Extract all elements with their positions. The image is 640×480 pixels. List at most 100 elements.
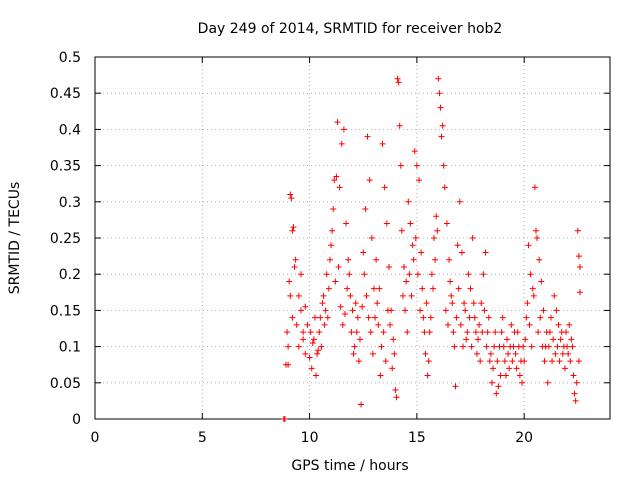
data-point: [488, 379, 495, 386]
data-point: [302, 303, 309, 310]
data-point: [341, 311, 348, 318]
data-point: [332, 278, 339, 285]
data-point: [576, 289, 583, 296]
data-point: [380, 329, 387, 336]
scatter-points: [280, 75, 583, 422]
data-point: [468, 343, 475, 350]
data-point: [300, 329, 307, 336]
data-point: [318, 343, 325, 350]
data-point: [544, 379, 551, 386]
data-point: [418, 249, 425, 256]
data-point: [523, 314, 530, 321]
data-point: [340, 126, 347, 133]
data-point: [440, 162, 447, 169]
data-point: [511, 329, 518, 336]
data-point: [322, 307, 329, 314]
data-point: [487, 350, 494, 357]
data-point: [376, 285, 383, 292]
data-point: [461, 300, 468, 307]
data-point: [355, 358, 362, 365]
data-point: [537, 314, 544, 321]
y-axis-ticks: 0 0.05 0.1 0.15 0.2 0.25 0.3 0.35 0.4 0.45 0.5: [50, 50, 610, 428]
data-point: [560, 343, 567, 350]
data-point: [412, 235, 419, 241]
data-point: [414, 271, 421, 278]
data-point: [539, 343, 546, 350]
data-point: [390, 336, 397, 343]
data-point: [404, 329, 411, 336]
data-point: [367, 329, 374, 336]
data-point: [335, 263, 342, 270]
data-point: [493, 390, 500, 397]
data-point: [576, 263, 583, 270]
y-tick-label: 0.45: [50, 86, 81, 102]
data-point: [420, 314, 427, 321]
data-point: [428, 271, 435, 278]
data-point: [485, 314, 492, 321]
data-point: [433, 213, 440, 220]
data-point: [320, 292, 327, 299]
data-point: [407, 220, 414, 227]
data-point: [387, 321, 394, 328]
data-point: [410, 256, 417, 263]
data-point: [541, 358, 548, 365]
data-point: [575, 358, 582, 365]
data-point: [338, 140, 345, 147]
data-point: [369, 350, 376, 357]
data-point: [566, 321, 573, 328]
data-point: [363, 292, 370, 299]
y-tick-label: 0.5: [59, 50, 81, 66]
data-point: [471, 314, 478, 321]
data-point: [504, 336, 510, 343]
data-point: [330, 206, 337, 213]
data-point: [314, 350, 321, 357]
data-point: [524, 300, 531, 307]
data-point: [324, 314, 331, 321]
data-point: [454, 242, 461, 249]
data-point: [534, 235, 541, 241]
data-point: [425, 358, 432, 365]
data-point: [565, 350, 572, 357]
data-point: [499, 314, 506, 321]
data-point: [393, 394, 400, 401]
data-point: [467, 285, 474, 292]
data-point: [530, 292, 537, 299]
data-point: [559, 350, 566, 357]
data-point: [361, 271, 368, 278]
data-point: [346, 271, 353, 278]
data-point: [575, 253, 582, 260]
data-point: [323, 271, 330, 278]
data-point: [310, 336, 317, 343]
data-point: [456, 198, 463, 205]
data-point: [392, 387, 399, 394]
data-point: [345, 256, 352, 263]
data-point: [465, 271, 472, 278]
data-point: [476, 321, 483, 328]
data-point: [497, 372, 504, 379]
data-point: [490, 365, 497, 372]
data-point: [426, 329, 433, 336]
data-point: [561, 365, 568, 372]
data-point: [555, 321, 562, 328]
data-point: [472, 329, 479, 336]
data-point: [547, 314, 554, 321]
data-point: [475, 336, 482, 343]
data-point: [321, 321, 328, 328]
data-point: [288, 195, 295, 202]
data-point: [368, 235, 375, 241]
data-point: [536, 256, 543, 263]
data-point: [347, 292, 354, 299]
data-point: [554, 343, 561, 350]
data-point: [435, 75, 442, 82]
y-tick-label: 0.15: [50, 303, 81, 319]
data-point: [385, 263, 392, 270]
data-point: [394, 75, 401, 82]
data-point: [391, 350, 398, 357]
x-axis-ticks: 0 5 10 15 20: [91, 57, 533, 446]
data-point: [492, 329, 499, 336]
data-point: [349, 307, 356, 314]
data-point: [382, 358, 389, 365]
y-tick-label: 0.4: [59, 122, 81, 138]
data-point: [449, 300, 456, 307]
